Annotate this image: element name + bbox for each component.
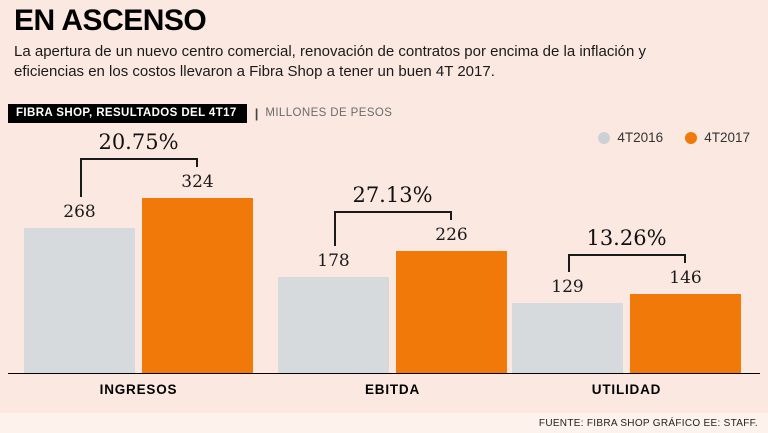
- legend-label-4t2016: 4T2016: [617, 130, 664, 145]
- bar-group: 178 226 27.13% EBITDA: [278, 150, 507, 403]
- chart-area: 268 324 20.75% INGRESOS 178 226 27.13% EBITDA 12…: [0, 130, 768, 410]
- bar-value-label: 268: [63, 202, 96, 223]
- bar-4t2016: [278, 276, 389, 373]
- growth-bracket-line: [333, 210, 452, 213]
- legend-item-4t2017: 4T2017: [685, 130, 750, 145]
- growth-bracket-leg-left: [79, 158, 82, 198]
- growth-bracket-leg-left: [567, 254, 570, 273]
- page-title: EN ASCENSO: [14, 4, 207, 37]
- bar-group: 129 146 13.26% UTILIDAD: [512, 150, 741, 403]
- growth-percent-label: 20.75%: [98, 130, 179, 154]
- bar-4t2016: [24, 228, 135, 373]
- growth-bracket-line: [567, 254, 686, 257]
- bar-4t2017: [630, 294, 741, 373]
- legend-label-4t2017: 4T2017: [704, 130, 750, 145]
- bar-4t2017: [142, 198, 253, 373]
- growth-percent-label: 27.13%: [352, 182, 433, 207]
- chart-header-divider: |: [254, 105, 259, 121]
- legend-dot-4t2016: [598, 131, 611, 144]
- growth-percent-label: 13.26%: [586, 226, 667, 251]
- chart-header-label: FIBRA SHOP, RESULTADOS DEL 4T17: [8, 103, 247, 123]
- bar-group: 268 324 20.75% INGRESOS: [24, 130, 253, 403]
- bar-value-label: 129: [551, 277, 584, 298]
- legend-dot-4t2017: [685, 131, 698, 144]
- growth-bracket-leg-right: [195, 158, 198, 167]
- bar-value-label: 324: [181, 172, 214, 192]
- page-subtitle: La apertura de un nuevo centro comercial…: [14, 43, 647, 81]
- category-label: UTILIDAD: [591, 382, 662, 397]
- growth-bracket-leg-right: [449, 210, 452, 220]
- bar-value-label: 226: [435, 224, 468, 245]
- category-label: INGRESOS: [99, 382, 178, 397]
- growth-bracket-leg-left: [333, 210, 336, 246]
- growth-bracket-line: [79, 158, 198, 160]
- chart-header: FIBRA SHOP, RESULTADOS DEL 4T17 | MILLON…: [8, 102, 760, 124]
- footer: FUENTE: FIBRA SHOP GRÁFICO EE: STAFF.: [0, 413, 768, 433]
- source-credit: FUENTE: FIBRA SHOP GRÁFICO EE: STAFF.: [538, 417, 758, 429]
- bar-4t2017: [396, 250, 507, 373]
- legend-item-4t2016: 4T2016: [598, 130, 663, 145]
- legend: 4T2016 4T2017: [598, 130, 750, 145]
- x-axis-line: [8, 373, 760, 374]
- category-label: EBITDA: [364, 382, 421, 397]
- bar-value-label: 146: [669, 268, 702, 289]
- growth-bracket-leg-right: [683, 254, 686, 264]
- chart-header-units: MILLONES DE PESOS: [265, 107, 393, 119]
- bar-value-label: 178: [317, 250, 350, 271]
- bar-4t2016: [512, 303, 623, 373]
